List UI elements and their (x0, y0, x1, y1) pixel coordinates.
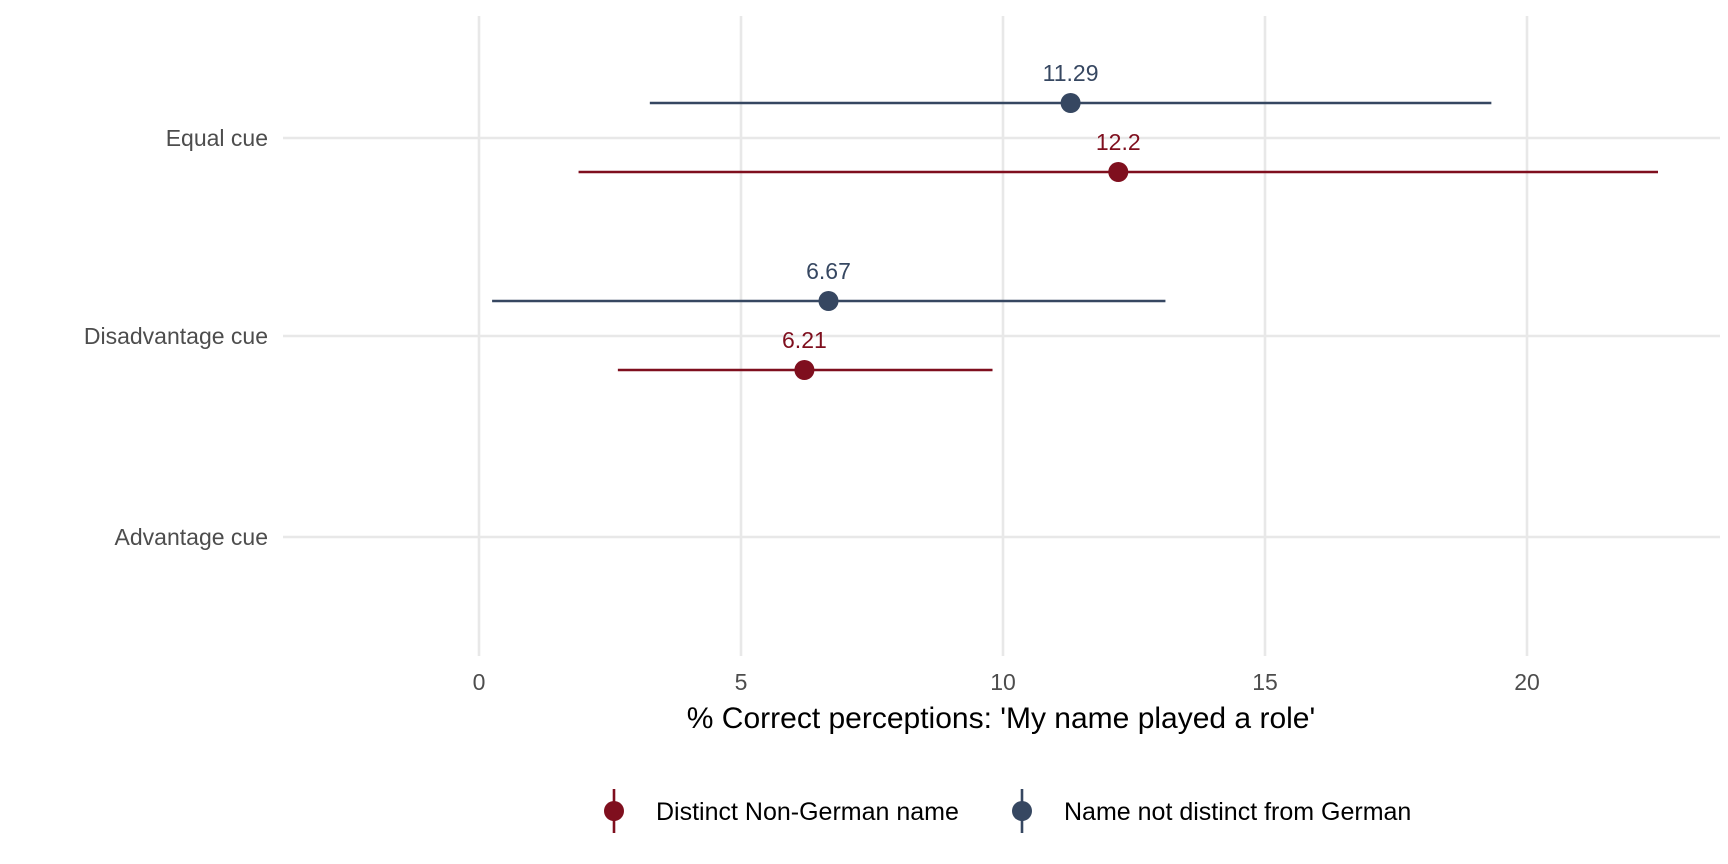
y-category-label: Advantage cue (115, 524, 268, 550)
point-estimate (1060, 93, 1081, 113)
legend: Distinct Non-German name Name not distinc… (604, 789, 1411, 833)
y-axis-labels: Equal cue Disadvantage cue Advantage cue (84, 125, 268, 550)
data-marks: 12.2 6.21 11.29 6.67 (492, 60, 1658, 380)
x-axis-title: % Correct perceptions: 'My name played a… (687, 702, 1315, 735)
point-estimate (794, 360, 815, 380)
x-tick-label: 15 (1252, 669, 1278, 695)
grid-lines (283, 16, 1720, 656)
x-tick-label: 10 (990, 669, 1016, 695)
y-category-label: Equal cue (166, 125, 268, 151)
data-label: 12.2 (1096, 129, 1141, 155)
x-axis-labels: 0 5 10 15 20 (473, 669, 1540, 695)
y-category-label: Disadvantage cue (84, 323, 268, 349)
legend-key-point (1012, 801, 1032, 821)
x-tick-label: 20 (1514, 669, 1540, 695)
data-label: 11.29 (1043, 60, 1099, 86)
point-estimate (818, 291, 839, 311)
legend-entry-label: Name not distinct from German (1064, 798, 1411, 826)
legend-key-point (604, 801, 624, 821)
data-label: 6.21 (782, 327, 827, 353)
data-label: 6.67 (806, 258, 851, 284)
x-tick-label: 5 (735, 669, 748, 695)
legend-entry-label: Distinct Non-German name (656, 798, 959, 826)
point-estimate (1108, 162, 1129, 182)
x-tick-label: 0 (473, 669, 486, 695)
